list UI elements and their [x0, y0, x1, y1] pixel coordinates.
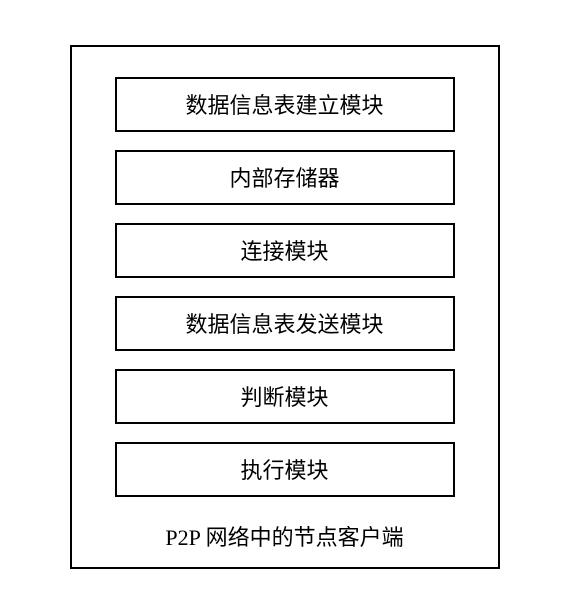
- module-box: 数据信息表建立模块: [115, 77, 455, 132]
- diagram-caption: P2P 网络中的节点客户端: [165, 520, 403, 552]
- module-label: 数据信息表发送模块: [185, 307, 383, 339]
- module-label: 执行模块: [240, 453, 328, 485]
- module-box: 执行模块: [115, 442, 455, 497]
- module-label: 数据信息表建立模块: [185, 88, 383, 120]
- module-label: 判断模块: [240, 380, 328, 412]
- client-container: 数据信息表建立模块 内部存储器 连接模块 数据信息表发送模块 判断模块 执行模块…: [70, 45, 500, 569]
- module-box: 内部存储器: [115, 150, 455, 205]
- module-label: 内部存储器: [229, 161, 339, 193]
- module-box: 数据信息表发送模块: [115, 296, 455, 351]
- module-box: 连接模块: [115, 223, 455, 278]
- module-box: 判断模块: [115, 369, 455, 424]
- module-label: 连接模块: [240, 234, 328, 266]
